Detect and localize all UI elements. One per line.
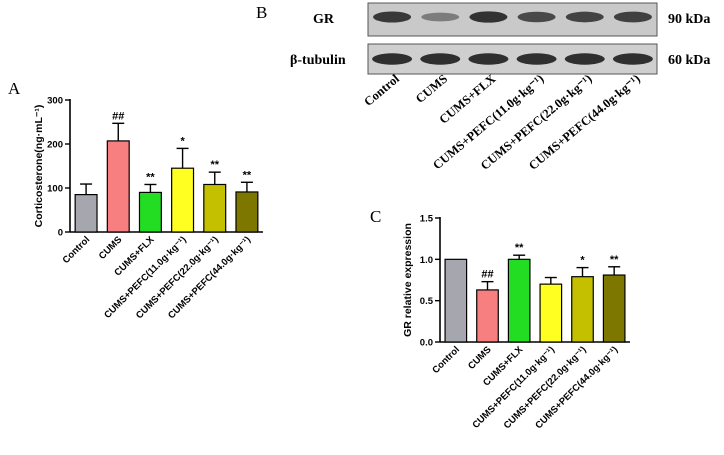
y-tick-label: 0.5 <box>420 296 434 307</box>
bar <box>539 283 563 343</box>
blot-lane-label: Control <box>361 71 402 109</box>
significance-marker: ** <box>146 171 155 183</box>
bar <box>171 167 195 233</box>
bar <box>571 276 594 343</box>
blot-band-gr-1 <box>421 12 460 22</box>
bar <box>444 258 468 343</box>
blot-band-tubulin-5 <box>612 53 653 65</box>
bar <box>106 140 130 233</box>
y-tick-label: 300 <box>47 96 63 107</box>
x-tick-label: CUMS <box>97 234 125 262</box>
x-tick-label: CUMS <box>466 344 494 372</box>
blot-lane-labels: Control CUMSCUMS+FLXCUMS+PEFC(11.0g·kg⁻¹)… <box>361 71 643 173</box>
bar <box>138 191 162 233</box>
bar <box>235 191 259 233</box>
significance-marker: ** <box>515 242 524 254</box>
blot-bands <box>372 11 653 65</box>
y-tick-label: 100 <box>47 184 63 195</box>
panel-label-a: A <box>8 79 21 98</box>
significance-marker: ** <box>610 254 619 266</box>
significance-marker: * <box>180 135 185 147</box>
blot-band-tubulin-4 <box>564 53 605 65</box>
panel-label-c: C <box>370 207 381 226</box>
y-tick-label: 0 <box>58 228 63 239</box>
y-tick-label: 1.5 <box>420 214 434 225</box>
y-tick-label: 1.0 <box>420 255 433 266</box>
significance-marker: ## <box>481 269 493 281</box>
western-blot: GR β-tubulin 90 kDa 60 kDa Control CUMSCU… <box>290 2 710 173</box>
blot-band-gr-2 <box>469 11 508 23</box>
blot-band-gr-4 <box>565 11 604 23</box>
blot-strip-gr <box>367 2 658 37</box>
significance-marker: * <box>580 255 585 267</box>
x-tick-label: Control <box>430 344 462 376</box>
y-axis-label: Corticosterone(ng·mL⁻¹) <box>33 105 45 228</box>
bar <box>476 289 499 343</box>
significance-marker: ## <box>112 110 124 122</box>
significance-marker: ** <box>243 169 252 181</box>
blot-band-gr-3 <box>517 11 556 23</box>
y-tick-label: 200 <box>47 140 63 151</box>
blot-band-tubulin-2 <box>468 53 509 65</box>
bar <box>602 274 626 343</box>
blot-band-tubulin-1 <box>420 53 461 65</box>
blot-band-tubulin-0 <box>372 53 413 65</box>
blot-band-tubulin-3 <box>516 53 557 65</box>
blot-row-label-gr: GR <box>313 12 335 27</box>
bar <box>203 183 227 233</box>
chart-c-gr-expression: 0.0 0.5 1.0 1.5 GR relative expression Contro… <box>402 214 630 431</box>
blot-strip-tubulin <box>367 43 658 75</box>
y-axis-label: GR relative expression <box>402 223 414 337</box>
blot-row-label-tubulin: β-tubulin <box>290 53 346 68</box>
blot-band-gr-5 <box>613 11 652 23</box>
blot-mw-label-90: 90 kDa <box>668 12 710 27</box>
blot-band-gr-0 <box>373 11 412 23</box>
y-tick-label: 0.0 <box>420 338 433 349</box>
bar <box>74 194 98 233</box>
x-tick-label: Control <box>61 234 93 266</box>
significance-marker: ** <box>210 159 219 171</box>
blot-lane-label: CUMS <box>413 72 450 106</box>
bar <box>507 258 531 343</box>
blot-mw-label-60: 60 kDa <box>668 53 710 68</box>
panel-label-b: B <box>256 3 267 22</box>
